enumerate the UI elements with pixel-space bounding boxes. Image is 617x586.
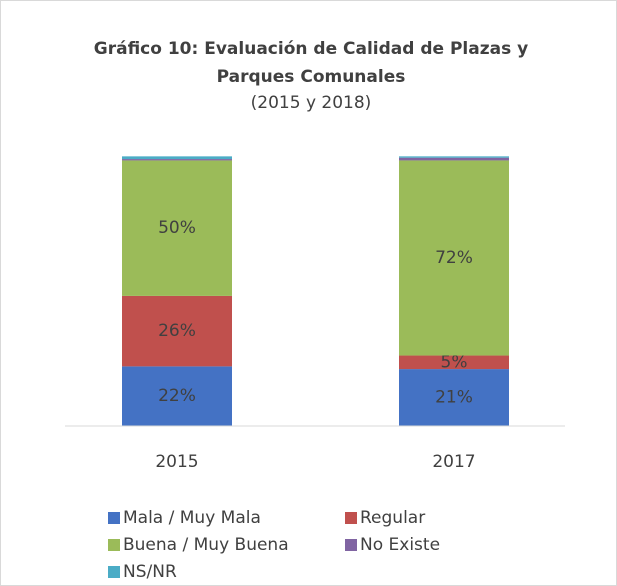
legend-swatch <box>108 566 120 578</box>
legend-swatch <box>108 539 120 551</box>
data-label: 72% <box>435 248 473 268</box>
bar-segment <box>122 159 232 161</box>
legend-swatch <box>345 539 357 551</box>
bar-segment <box>399 369 509 426</box>
data-label: 26% <box>158 321 196 341</box>
legend-label: No Existe <box>360 535 440 555</box>
data-label: 21% <box>435 388 473 408</box>
x-tick-label: 2015 <box>155 452 198 472</box>
bar-segment <box>122 366 232 426</box>
bar-segment <box>122 156 232 160</box>
legend-label: Regular <box>360 508 425 528</box>
data-label: 5% <box>441 352 468 372</box>
bar-segment <box>399 157 509 161</box>
bar-segment <box>399 160 509 356</box>
x-tick-label: 2017 <box>432 452 475 472</box>
chart-title: Gráfico 10: Evaluación de Calidad de Pla… <box>94 39 528 59</box>
data-label: 50% <box>158 218 196 238</box>
legend-swatch <box>108 512 120 524</box>
bar-segment <box>122 160 232 296</box>
legend-swatch <box>345 512 357 524</box>
chart-subtitle: (2015 y 2018) <box>251 93 372 113</box>
chart-title: Parques Comunales <box>217 67 406 87</box>
bar-segment <box>122 295 232 367</box>
legend-label: Buena / Muy Buena <box>123 535 289 555</box>
legend-label: Mala / Muy Mala <box>123 508 261 528</box>
bar-segment <box>399 156 509 158</box>
bar-segment <box>399 355 509 370</box>
legend-label: NS/NR <box>123 562 177 582</box>
data-label: 22% <box>158 386 196 406</box>
